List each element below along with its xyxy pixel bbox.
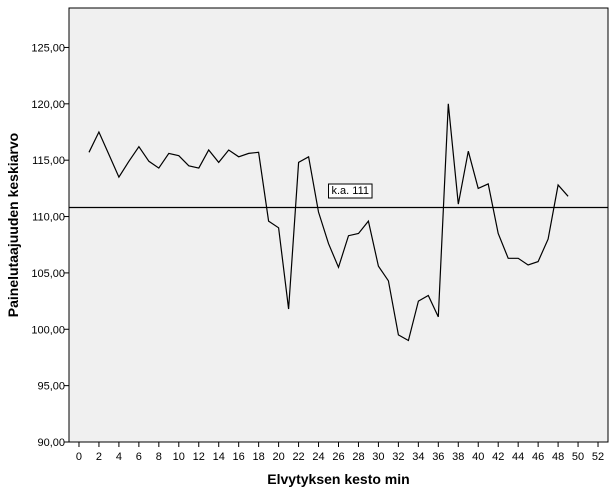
x-tick-label: 42 — [492, 451, 504, 463]
x-tick-label: 10 — [173, 451, 185, 463]
x-tick-label: 48 — [552, 451, 564, 463]
x-tick-label: 44 — [512, 451, 524, 463]
reference-label: k.a. 111 — [328, 183, 373, 199]
y-tick-label: 90,00 — [37, 437, 65, 449]
x-axis-title: Elvytyksen kesto min — [267, 471, 409, 487]
reference-label-box — [328, 183, 373, 199]
plot-area — [68, 7, 609, 443]
y-tick-label: 105,00 — [31, 268, 65, 280]
x-tick-label: 20 — [272, 451, 284, 463]
x-tick-label: 36 — [432, 451, 444, 463]
x-tick-label: 6 — [136, 451, 142, 463]
x-tick-label: 12 — [193, 451, 205, 463]
series-line — [88, 103, 569, 342]
x-tick-label: 26 — [332, 451, 344, 463]
y-axis-title: Painelutaajuuden keskiarvo — [5, 133, 21, 317]
x-tick-label: 22 — [292, 451, 304, 463]
y-tick-label: 95,00 — [37, 381, 65, 393]
x-tick-label: 0 — [76, 451, 82, 463]
x-tick-label: 32 — [392, 451, 404, 463]
x-tick-label: 34 — [412, 451, 424, 463]
x-tick-label: 14 — [213, 451, 225, 463]
x-tick-label: 28 — [352, 451, 364, 463]
x-tick-label: 24 — [312, 451, 324, 463]
x-tick-label: 16 — [233, 451, 245, 463]
y-tick-label: 115,00 — [32, 155, 65, 167]
x-tick-label: 8 — [156, 451, 162, 463]
x-tick-label: 50 — [572, 451, 584, 463]
y-axis: 90,00 95,00 100,00 105,00 110,00 115,00 120,00… — [31, 42, 69, 449]
x-tick-label: 18 — [253, 451, 265, 463]
x-axis: 0 2 4 6 8 10 12 14 16 18 20 22 24 26 28 30 32 34 36 38 40 42 4… — [76, 442, 604, 463]
x-tick-label: 40 — [472, 451, 484, 463]
x-tick-label: 46 — [532, 451, 544, 463]
x-tick-label: 30 — [372, 451, 384, 463]
x-tick-label: 2 — [96, 451, 102, 463]
reference-label-text: k.a. 111 — [332, 185, 370, 197]
y-tick-label: 120,00 — [31, 99, 65, 111]
y-tick-label: 100,00 — [31, 324, 65, 336]
x-tick-label: 4 — [116, 451, 122, 463]
x-tick-label: 52 — [592, 451, 604, 463]
y-tick-label: 110,00 — [32, 212, 65, 224]
y-tick-label: 125,00 — [31, 42, 65, 54]
x-tick-label: 38 — [452, 451, 464, 463]
